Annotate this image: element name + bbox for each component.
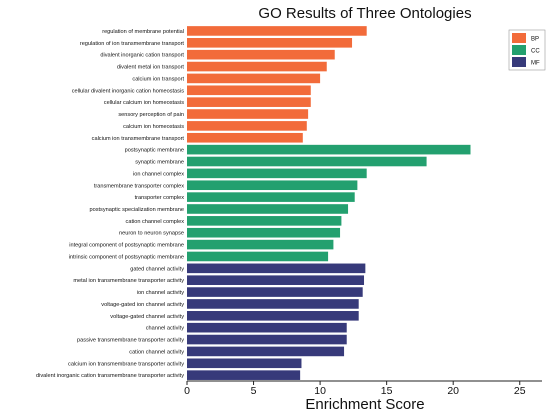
bar-bp-4 bbox=[187, 73, 321, 84]
category-label: synaptic membrane bbox=[135, 160, 184, 166]
category-label: cellular divalent inorganic cation homeo… bbox=[72, 88, 184, 94]
x-tick-label: 5 bbox=[251, 385, 257, 397]
bar-cc-10 bbox=[187, 144, 471, 155]
category-label: passive transmembrane transporter activi… bbox=[77, 338, 184, 344]
category-label: regulation of membrane potential bbox=[102, 29, 184, 35]
bar-cc-14 bbox=[187, 192, 355, 202]
legend: BP CC MF bbox=[508, 29, 546, 71]
category-label: ion channel complex bbox=[133, 171, 184, 177]
category-label: channel activity bbox=[146, 326, 184, 332]
bars-group bbox=[187, 26, 471, 380]
x-axis-ticks: 0 5 10 15 20 25 bbox=[184, 381, 526, 397]
bar-bp-8 bbox=[187, 121, 307, 131]
bar-mf-27 bbox=[187, 346, 345, 357]
bar-bp-9 bbox=[187, 132, 303, 143]
x-tick-label: 0 bbox=[184, 385, 190, 397]
bar-bp-1 bbox=[187, 38, 353, 48]
bar-bp-7 bbox=[187, 109, 309, 119]
category-label: voltage-gated channel activity bbox=[110, 314, 184, 320]
category-label: metal ion transmembrane transporter acti… bbox=[73, 278, 184, 284]
category-label: ion channel activity bbox=[137, 290, 184, 296]
category-label: calcium ion transmembrane transporter ac… bbox=[68, 361, 184, 367]
category-label: divalent inorganic cation transmembrane … bbox=[36, 373, 184, 379]
category-label: calcium ion transport bbox=[132, 76, 184, 82]
x-tick-label: 15 bbox=[381, 385, 393, 397]
bar-cc-16 bbox=[187, 216, 342, 226]
category-label: postsynaptic membrane bbox=[125, 148, 184, 154]
x-axis-label: Enrichment Score bbox=[305, 396, 424, 413]
x-tick-label: 20 bbox=[447, 385, 459, 397]
bar-mf-24 bbox=[187, 311, 359, 321]
bar-cc-19 bbox=[187, 251, 329, 262]
legend-swatch-mf bbox=[512, 57, 526, 67]
category-label: divalent metal ion transport bbox=[117, 65, 185, 71]
category-label: intrinsic component of postsynaptic memb… bbox=[69, 254, 184, 260]
bar-mf-20 bbox=[187, 263, 366, 274]
bar-bp-6 bbox=[187, 97, 311, 107]
legend-label-bp: BP bbox=[531, 37, 539, 43]
bar-mf-26 bbox=[187, 334, 347, 345]
category-label: calcium ion homeostasis bbox=[123, 124, 184, 130]
category-label: regulation of ion transmembrane transpor… bbox=[80, 41, 185, 47]
category-label: cellular calcium ion homeostasis bbox=[104, 100, 184, 106]
legend-swatch-bp bbox=[512, 33, 526, 43]
legend-label-cc: CC bbox=[531, 49, 540, 55]
category-label: calcium ion transmembrane transport bbox=[92, 136, 185, 142]
category-label: divalent inorganic cation transport bbox=[100, 53, 184, 59]
bar-cc-11 bbox=[187, 156, 427, 167]
bar-bp-2 bbox=[187, 49, 335, 60]
bar-mf-23 bbox=[187, 299, 359, 309]
category-label: transmembrane transporter complex bbox=[94, 183, 184, 189]
category-label: cation channel complex bbox=[126, 219, 185, 225]
legend-swatch-cc bbox=[512, 45, 526, 55]
bar-mf-29 bbox=[187, 370, 301, 380]
category-label: integral component of postsynaptic membr… bbox=[69, 243, 184, 249]
category-label: gated channel activity bbox=[130, 266, 184, 272]
bar-bp-3 bbox=[187, 61, 327, 72]
bar-mf-28 bbox=[187, 358, 302, 369]
bar-cc-18 bbox=[187, 239, 334, 250]
category-label: sensory perception of pain bbox=[118, 112, 184, 118]
category-label: transporter complex bbox=[135, 195, 185, 201]
bar-mf-21 bbox=[187, 275, 365, 285]
bar-bp-0 bbox=[187, 26, 367, 36]
bar-mf-25 bbox=[187, 322, 347, 333]
category-label: cation channel activity bbox=[129, 349, 184, 355]
bar-cc-12 bbox=[187, 168, 367, 179]
x-tick-label: 25 bbox=[514, 385, 526, 397]
bar-mf-22 bbox=[187, 287, 363, 297]
bar-bp-5 bbox=[187, 85, 311, 96]
x-tick-label: 10 bbox=[314, 385, 326, 397]
legend-label-mf: MF bbox=[531, 61, 540, 67]
bar-cc-15 bbox=[187, 204, 349, 214]
category-label: voltage-gated ion channel activity bbox=[101, 302, 184, 308]
bar-cc-13 bbox=[187, 180, 358, 191]
category-label: neuron to neuron synapse bbox=[119, 231, 184, 237]
chart-title: GO Results of Three Ontologies bbox=[258, 5, 471, 22]
bar-cc-17 bbox=[187, 227, 341, 238]
category-label: postsynaptic specialization membrane bbox=[89, 207, 184, 213]
category-labels: regulation of membrane potential regulati… bbox=[36, 29, 184, 379]
